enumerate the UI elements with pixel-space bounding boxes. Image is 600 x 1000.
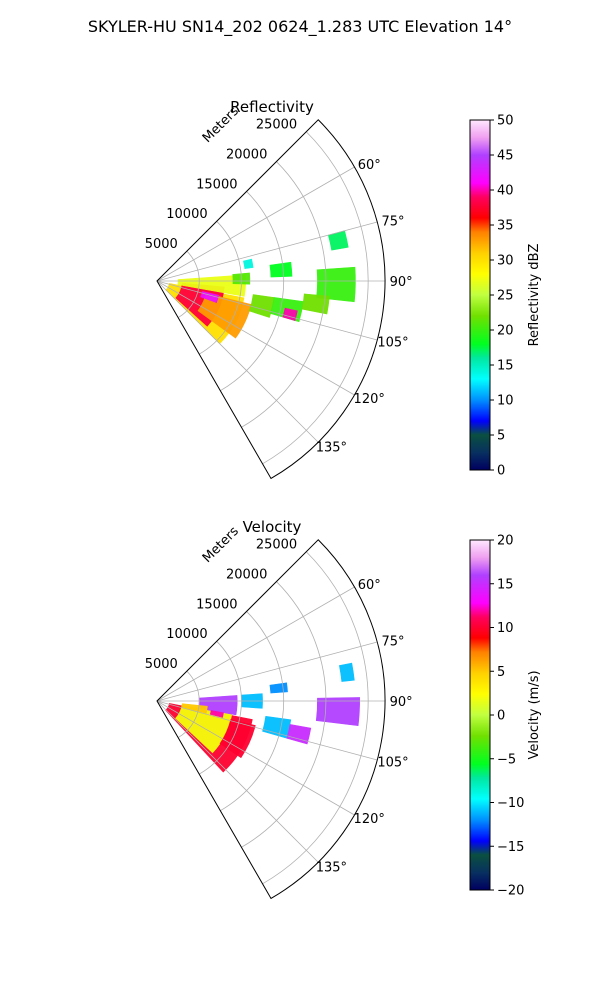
range-ring xyxy=(177,250,200,318)
colorbar-tick-label: 20 xyxy=(497,534,514,549)
colorbar-tick-label: −10 xyxy=(497,796,524,811)
radar-panel: Reflectivity 5000 10000 15000 20000 25000 Mete… xyxy=(145,98,542,480)
radar-panel: Velocity 5000 10000 15000 20000 25000 Meters 60… xyxy=(145,518,542,900)
range-ring xyxy=(262,131,369,465)
azimuth-spoke xyxy=(156,700,378,761)
echo-region xyxy=(286,724,312,745)
azimuth-spoke xyxy=(156,700,319,863)
colorbar-tick-label: 15 xyxy=(497,359,514,374)
panel-title: Reflectivity xyxy=(230,98,314,116)
echo-region xyxy=(248,294,275,318)
colorbar-tick-label: 5 xyxy=(497,665,505,680)
radial-tick-label: 10000 xyxy=(166,627,207,642)
figure-title: SKYLER-HU SN14_202 0624_1.283 UTC Elevat… xyxy=(88,17,512,37)
radial-axis-label: Meters xyxy=(200,524,242,566)
azimuth-tick-label: 135° xyxy=(316,861,347,876)
echo-region xyxy=(316,266,356,303)
echo-region xyxy=(209,710,224,718)
range-ring xyxy=(220,611,285,812)
colorbar-tick-label: −20 xyxy=(497,884,524,899)
range-ring xyxy=(177,670,200,738)
echo-region xyxy=(219,719,256,759)
radial-tick-label: 15000 xyxy=(196,597,237,612)
colorbar-tick-label: 45 xyxy=(497,149,514,164)
azimuth-spoke xyxy=(156,280,355,396)
echo-region xyxy=(269,261,293,278)
colorbar: −20 −15 −10 −5 0 5 10 15 20 Velocity (m/s) xyxy=(469,534,542,899)
radial-axis-label: Meters xyxy=(200,104,242,146)
colorbar-tick-label: 35 xyxy=(497,219,514,234)
azimuth-tick-label: 60° xyxy=(358,578,381,593)
azimuth-tick-label: 90° xyxy=(390,275,413,290)
polar-grid xyxy=(156,131,385,465)
azimuth-spoke xyxy=(156,586,355,702)
range-ring xyxy=(199,221,242,355)
echo-region xyxy=(181,703,208,714)
azimuth-spoke xyxy=(156,280,378,341)
azimuth-spoke xyxy=(156,166,355,282)
azimuth-tick-label: 120° xyxy=(354,392,385,407)
range-ring xyxy=(199,641,242,775)
azimuth-tick-label: 60° xyxy=(358,158,381,173)
azimuth-tick-label: 75° xyxy=(381,214,404,229)
colorbar-tick-label: −5 xyxy=(497,752,516,767)
colorbar-tick-label: 10 xyxy=(497,621,514,636)
colorbar-tick-label: 30 xyxy=(497,254,514,269)
echo-region xyxy=(243,258,254,269)
panels: Reflectivity500010000150002000025000Mete… xyxy=(145,98,542,900)
panel-title: Velocity xyxy=(243,518,302,536)
colorbar-tick-label: 20 xyxy=(497,324,514,339)
colorbar-tick-label: 40 xyxy=(497,184,514,199)
azimuth-spoke xyxy=(156,280,319,443)
azimuth-spoke xyxy=(156,221,378,282)
azimuth-tick-label: 135° xyxy=(316,441,347,456)
azimuth-spoke xyxy=(156,700,355,816)
colorbar-tick-label: 25 xyxy=(497,289,514,304)
echo-region xyxy=(269,682,288,694)
echo-field xyxy=(165,230,356,345)
echo-region xyxy=(315,697,360,727)
colorbar-label: Velocity (m/s) xyxy=(527,670,542,759)
range-ring xyxy=(241,581,327,848)
azimuth-tick-label: 90° xyxy=(390,695,413,710)
colorbar-tick-label: 50 xyxy=(497,114,514,129)
echo-region xyxy=(339,662,355,682)
colorbar-label: Reflectivity dBZ xyxy=(527,244,542,347)
azimuth-tick-label: 105° xyxy=(377,336,408,351)
colorbar-tick-label: −15 xyxy=(497,840,524,855)
polar-grid xyxy=(156,551,385,885)
echo-region xyxy=(327,230,349,251)
radial-tick-label: 20000 xyxy=(226,568,267,583)
colorbar-swatch xyxy=(469,539,491,891)
colorbar-tick-label: 0 xyxy=(497,464,505,479)
azimuth-spoke xyxy=(156,641,378,702)
colorbar-tick-label: 0 xyxy=(497,709,505,724)
radial-tick-label: 20000 xyxy=(226,148,267,163)
azimuth-tick-label: 120° xyxy=(354,812,385,827)
radial-tick-label: 10000 xyxy=(166,207,207,222)
radial-tick-label: 25000 xyxy=(256,118,297,133)
radial-tick-label: 15000 xyxy=(196,177,237,192)
radial-tick-label: 5000 xyxy=(145,237,178,252)
colorbar-tick-label: 5 xyxy=(497,429,505,444)
sector-frame xyxy=(156,539,386,900)
range-ring xyxy=(262,551,369,885)
sector-frame xyxy=(156,119,386,480)
range-ring xyxy=(220,191,285,392)
colorbar-swatch xyxy=(469,119,491,471)
azimuth-tick-label: 75° xyxy=(381,634,404,649)
radial-tick-label: 5000 xyxy=(145,657,178,672)
radial-tick-label: 25000 xyxy=(256,538,297,553)
colorbar: 0 5 10 15 20 25 30 35 40 45 50 Reflectivity dBZ xyxy=(469,114,542,479)
echo-region xyxy=(301,293,330,315)
colorbar-tick-label: 15 xyxy=(497,577,514,592)
echo-region xyxy=(262,715,292,739)
azimuth-tick-label: 105° xyxy=(377,756,408,771)
colorbar-tick-label: 10 xyxy=(497,394,514,409)
